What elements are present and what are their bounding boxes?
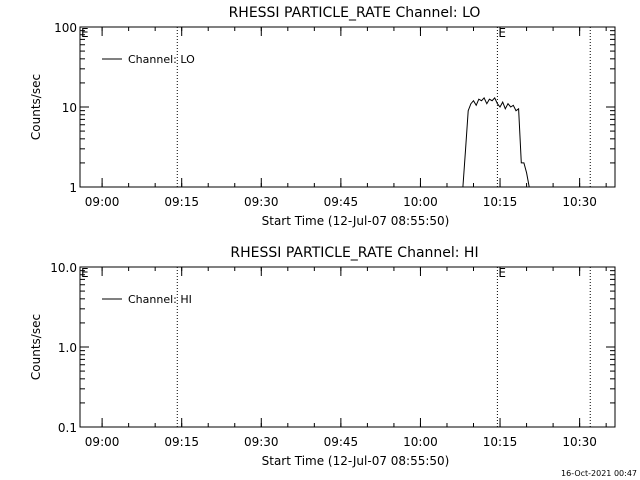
x-tick-label: 10:15 [483,195,518,209]
panel-lo: RHESSI PARTICLE_RATE Channel: LO 1 10 100 09… [29,5,616,228]
x-axis-label: Start Time (12-Jul-07 08:55:50) [262,214,450,228]
y-axis-label: Counts/sec [29,74,43,140]
marker-label: E [498,26,506,40]
y-axis-label: Counts/sec [29,314,43,380]
x-tick-label: 09:00 [85,435,120,449]
x-tick-label: 09:30 [244,435,279,449]
legend-label: Channel: LO [128,53,195,66]
plot-frame [79,26,616,188]
x-tick-label: 10:15 [483,435,518,449]
series-line-lo [462,97,532,188]
x-tick-label: 10:30 [562,435,597,449]
panel-hi: RHESSI PARTICLE_RATE Channel: HI 0.1 1.0 10… [29,245,616,468]
x-tick-label: 09:00 [85,195,120,209]
x-tick-label: 10:00 [403,195,438,209]
x-tick-label: 09:30 [244,195,279,209]
marker-label: E [498,266,506,280]
legend-label: Channel: HI [128,293,192,306]
x-tick-label: 09:15 [164,195,199,209]
x-tick-label: 10:30 [562,195,597,209]
x-tick-label: 09:15 [164,435,199,449]
x-tick-label: 09:45 [324,435,359,449]
y-tick-label: 0.1 [58,421,77,435]
marker-label: E [81,26,89,40]
y-tick-label: 10.0 [50,261,77,275]
y-tick-label: 100 [54,21,77,35]
y-tick-label: 1 [69,181,77,195]
x-tick-label: 10:00 [403,435,438,449]
x-axis-label: Start Time (12-Jul-07 08:55:50) [262,454,450,468]
y-tick-label: 10 [62,101,77,115]
x-tick-label: 09:45 [324,195,359,209]
chart-title: RHESSI PARTICLE_RATE Channel: LO [229,5,481,21]
footer-timestamp: 16-Oct-2021 00:47 [561,469,637,478]
marker-label: E [81,266,89,280]
plot-frame [79,266,616,428]
y-tick-label: 1.0 [58,341,77,355]
chart-title: RHESSI PARTICLE_RATE Channel: HI [230,245,478,261]
